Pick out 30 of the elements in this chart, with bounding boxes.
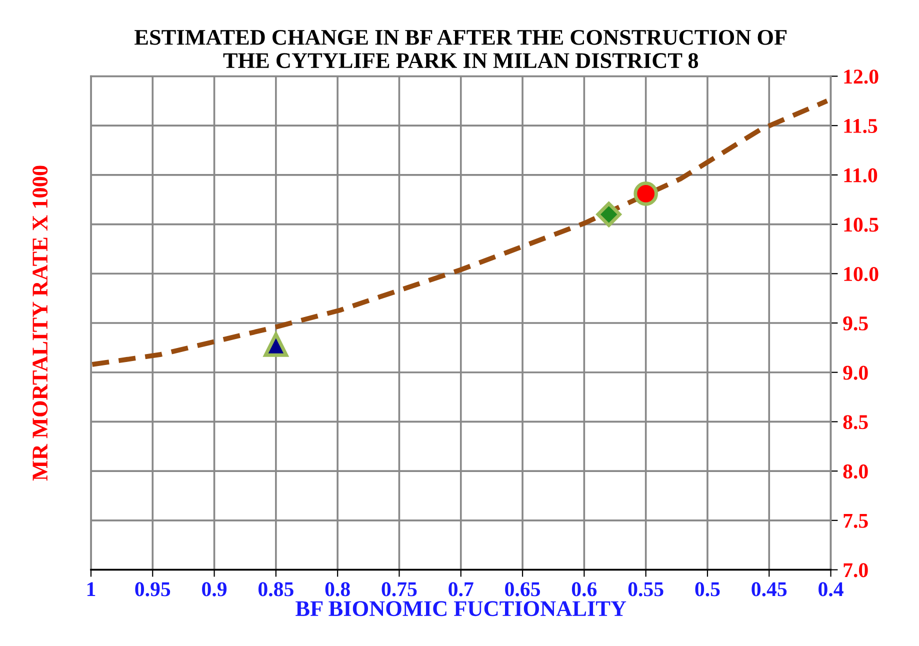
- y-tick-label: 10.0: [844, 267, 878, 282]
- x-tick-label: 0.7: [448, 582, 474, 596]
- x-tick-label: 0.8: [325, 582, 350, 596]
- y-tick-label: 8.0: [843, 464, 868, 479]
- y-tick-label: 11.0: [844, 168, 878, 182]
- x-tick-label: 0.65: [505, 582, 540, 596]
- point: [596, 202, 622, 227]
- y-tick-label: 11.5: [844, 119, 878, 134]
- x-tick-label: 0.9: [202, 582, 227, 596]
- y-tick-label: 9.5: [843, 316, 868, 331]
- x-tick-label: 0.85: [258, 582, 294, 596]
- line-series: [90, 98, 830, 367]
- y-tick-label: 9.0: [843, 366, 868, 380]
- y-tick-label: 10.5: [844, 218, 878, 232]
- x-tick-label: 0.75: [382, 582, 417, 596]
- y-tick-label: 8.5: [843, 415, 868, 430]
- y-tick-label: 12.0: [844, 70, 878, 84]
- x-tick-label: 0.5: [695, 582, 720, 596]
- x-axis-title: BF BIONOMIC FUCTIONALITY: [296, 601, 626, 616]
- x-tick-label: 0.95: [135, 582, 170, 596]
- x-tick-label: 0.45: [752, 582, 787, 596]
- point: [634, 182, 658, 206]
- x-tick-label: 1: [87, 582, 96, 596]
- y-tick-label: 7.5: [844, 514, 868, 528]
- y-axis-title: MR MORTALITY RATE X 1000: [32, 166, 48, 481]
- x-tick-label: 0.55: [628, 582, 664, 596]
- chart-title: ESTIMATED CHANGE IN BF AFTER THE CONSTRUCTION OF THE CYTYLIFE PARK IN MILAN DISTRICT 8: [134, 30, 787, 68]
- y-tick-label: 7.0: [844, 563, 868, 578]
- x-tick-label: 0.4: [818, 582, 844, 596]
- x-tick-label: 0.6: [572, 582, 597, 596]
